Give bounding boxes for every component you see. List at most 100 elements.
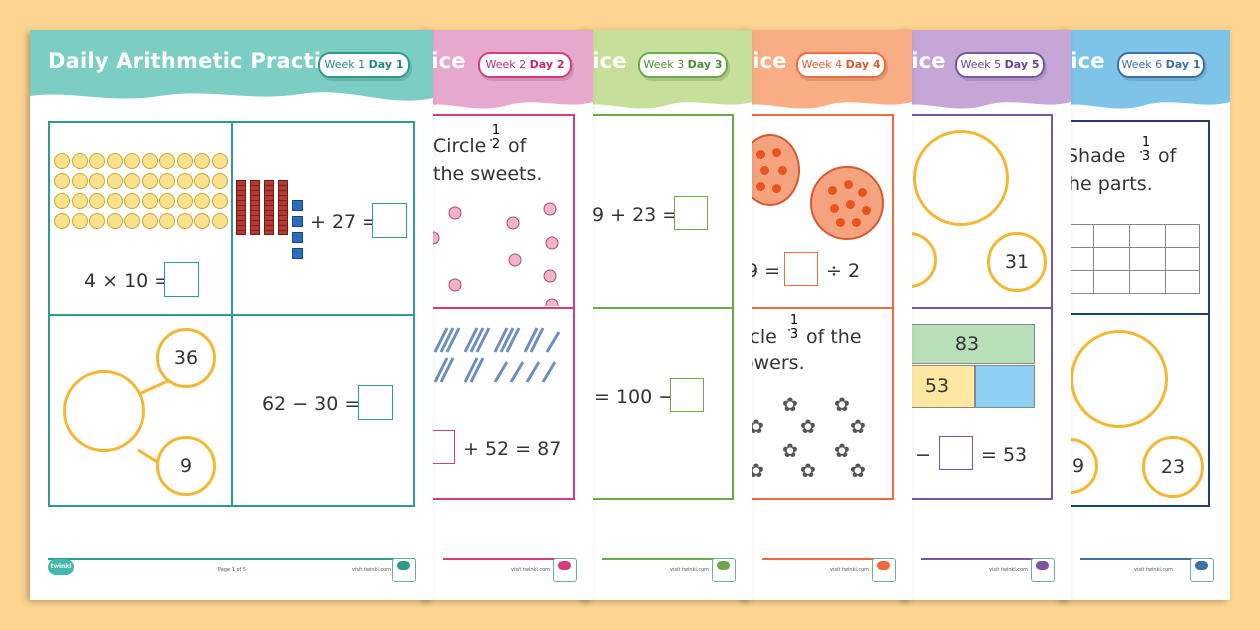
equation-part: 62 − 30 =: [262, 393, 361, 415]
counter: [194, 153, 210, 169]
counter: [54, 213, 70, 229]
week-day-badge: Week 3 Day 3: [638, 52, 728, 78]
question-grid: [425, 114, 575, 500]
part-whole-whole[interactable]: [913, 130, 1009, 226]
flower-icon: ✿: [782, 440, 798, 462]
counter: [211, 213, 228, 229]
counter: [71, 193, 88, 209]
counter: [89, 213, 105, 229]
equation-part: = 53: [981, 444, 1028, 466]
counter: [211, 173, 228, 189]
circle-text: rcle: [744, 326, 777, 348]
flower-icon: ✿: [800, 416, 816, 438]
footer-site: visit twinkl.com: [670, 567, 710, 573]
shading-grid[interactable]: [1062, 224, 1200, 294]
answer-box[interactable]: [670, 378, 704, 412]
answer-box[interactable]: [372, 203, 407, 238]
equation-part: + 52 = 87: [463, 438, 562, 460]
counter: [176, 153, 193, 169]
counter: [71, 213, 88, 229]
week-day-badge: Week 2 Day 2: [478, 52, 572, 78]
worksheet-title: Daily Arithmetic Practice: [48, 49, 349, 73]
question-grid: [584, 114, 734, 500]
counter: [159, 173, 175, 189]
quality-badge-icon: [872, 558, 896, 582]
part-whole-bottom: 9: [156, 436, 216, 496]
flower-icon: ✿: [834, 440, 850, 462]
week-day-badge: Week 6 Day 1: [1117, 52, 1205, 78]
flower-icon: ✿: [850, 460, 866, 482]
counter: [54, 173, 70, 189]
counter: [141, 193, 158, 209]
quality-badge-icon: [712, 558, 736, 582]
sheet-header: [30, 30, 433, 140]
footer-site: visit twinkl.com: [830, 567, 870, 573]
counter: [176, 173, 193, 189]
counter: [89, 193, 105, 209]
counter: [176, 193, 193, 209]
flower-icon: ✿: [800, 460, 816, 482]
equation-part: 4 × 10 =: [84, 270, 171, 292]
sweets-text: the sweets.: [433, 163, 543, 185]
week-day-badge: Week 4 Day 4: [796, 52, 886, 78]
counter: [124, 213, 140, 229]
quality-badge-icon: [1190, 558, 1214, 582]
bar-model-part: 53: [903, 365, 975, 408]
answer-box[interactable]: [358, 385, 393, 420]
shade-text: Shade: [1066, 145, 1126, 167]
counter: [89, 173, 105, 189]
answer-box[interactable]: [164, 262, 199, 297]
part-whole-right: 23: [1142, 436, 1204, 498]
answer-box[interactable]: [939, 436, 973, 470]
straws-picture: [433, 327, 561, 383]
bar-model-whole: 83: [903, 324, 1035, 364]
equation-part: 9 =: [746, 260, 781, 282]
counter: [106, 213, 123, 229]
of-text: of: [1158, 145, 1177, 167]
circle-text: Circle: [433, 135, 487, 157]
counter: [159, 213, 175, 229]
parts-text: he parts.: [1068, 173, 1153, 195]
sweets-picture: [426, 202, 559, 306]
counter: [194, 213, 210, 229]
worksheet-week-1: Daily Arithmetic Practice Week 1 Day 1 4…: [30, 30, 433, 600]
part-whole-whole[interactable]: [63, 370, 145, 452]
quality-badge-icon: [392, 558, 416, 582]
flower-icon: ✿: [782, 394, 798, 416]
answer-box[interactable]: [674, 196, 708, 230]
quality-badge-icon: [553, 558, 577, 582]
counter: [211, 193, 228, 209]
of-text: of: [508, 135, 527, 157]
bar-model-missing[interactable]: [975, 365, 1035, 408]
counter: [141, 173, 158, 189]
equation-part: 9 + 23 =: [592, 204, 679, 226]
counter: [211, 153, 228, 169]
page-number: Page 1 of 5: [218, 567, 247, 573]
counter: [124, 173, 140, 189]
footer-site: visit twinkl.com: [1134, 567, 1174, 573]
worksheet-week-5: tice Week 5 Day 5 31 83 53 3 − = 53 visi…: [903, 30, 1071, 600]
twinkl-logo: twinkl: [48, 559, 74, 575]
part-whole-whole[interactable]: [1070, 330, 1168, 428]
answer-box[interactable]: [784, 252, 818, 286]
question-grid: [1062, 120, 1210, 507]
counter: [124, 193, 140, 209]
counter: [106, 193, 123, 209]
flower-icon: ✿: [850, 416, 866, 438]
worksheet-week-3: tice Week 3 Day 3 9 + 23 = = 100 − visit…: [584, 30, 752, 600]
flowers-text: owers.: [744, 352, 805, 374]
footer-site: visit twinkl.com: [989, 567, 1029, 573]
counter: [194, 173, 210, 189]
part-whole-right: 31: [987, 232, 1047, 292]
week-day-badge: Week 1 Day 1: [318, 52, 410, 78]
question-grid: [744, 114, 894, 500]
counter: [54, 193, 70, 209]
counter: [106, 173, 123, 189]
counter: [71, 153, 88, 169]
equation-part: + 27 =: [310, 211, 379, 233]
counter: [159, 193, 175, 209]
